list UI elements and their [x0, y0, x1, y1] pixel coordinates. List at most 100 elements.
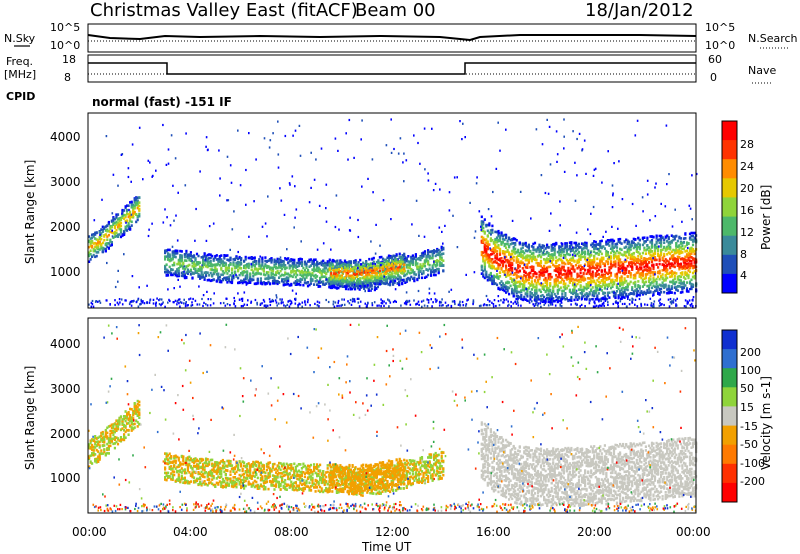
- heatmap-cell: [553, 299, 556, 303]
- heatmap-cell: [561, 250, 564, 254]
- heatmap-cell: [383, 277, 386, 280]
- heatmap-cell: [643, 277, 646, 281]
- heatmap-cell: [672, 235, 675, 238]
- heatmap-cell: [612, 295, 616, 298]
- heatmap-cell: [660, 244, 663, 247]
- heatmap-cell: [657, 252, 660, 255]
- heatmap-cell: [433, 262, 436, 266]
- heatmap-cell: [276, 282, 279, 286]
- heatmap-cell: [229, 274, 232, 277]
- heatmap-cell: [503, 289, 506, 293]
- heatmap-cell: [533, 280, 537, 283]
- heatmap-cell: [584, 297, 587, 301]
- heatmap-cell: [609, 255, 613, 258]
- heatmap-cell: [647, 288, 651, 291]
- heatmap-cell: [612, 263, 616, 267]
- freq-label-line1: Freq.: [6, 55, 33, 68]
- heatmap-cell: [673, 251, 676, 255]
- heatmap-cell: [293, 281, 296, 285]
- heatmap-cell: [483, 243, 486, 247]
- heatmap-cell: [342, 270, 345, 274]
- heatmap-cell: [378, 282, 381, 286]
- heatmap-cell: [385, 281, 389, 285]
- heatmap-cell: [240, 279, 243, 283]
- heatmap-cell: [132, 207, 135, 211]
- heatmap-cell: [498, 288, 502, 291]
- heatmap-cell: [180, 271, 183, 275]
- heatmap-cell: [547, 254, 550, 257]
- heatmap-cell: [135, 202, 138, 206]
- heatmap-cell: [365, 260, 368, 263]
- heatmap-cell: [512, 255, 515, 259]
- heatmap-cell: [669, 271, 672, 275]
- heatmap-cell: [291, 261, 294, 265]
- heatmap-cell: [536, 246, 540, 249]
- heatmap-cell: [584, 244, 587, 248]
- heatmap-cell: [130, 206, 133, 209]
- heatmap-cell: [126, 204, 129, 207]
- heatmap-cell: [386, 259, 389, 263]
- heatmap-cell: [387, 263, 391, 266]
- heatmap-cell: [320, 280, 323, 284]
- heatmap-cell: [663, 254, 666, 258]
- heatmap-cell: [398, 265, 401, 269]
- heatmap-cell: [552, 248, 555, 252]
- heatmap-cell: [564, 242, 567, 245]
- heatmap-cell: [372, 260, 375, 264]
- heatmap-cell: [590, 279, 593, 282]
- heatmap-cell: [252, 271, 255, 274]
- heatmap-cell: [643, 261, 646, 265]
- heatmap-cell: [518, 242, 521, 246]
- heatmap-cell: [570, 299, 573, 302]
- heatmap-cell: [276, 280, 279, 284]
- heatmap-cell: [556, 290, 559, 293]
- heatmap-cell: [691, 250, 695, 253]
- heatmap-cell: [573, 281, 576, 285]
- heatmap-cell: [194, 258, 197, 262]
- heatmap-cell: [413, 272, 416, 276]
- heatmap-cell: [303, 263, 306, 266]
- heatmap-cell: [599, 258, 602, 261]
- heatmap-cell: [591, 270, 594, 274]
- heatmap-cell: [244, 274, 247, 278]
- heatmap-cell: [644, 240, 647, 243]
- heatmap-cell: [597, 292, 600, 295]
- heatmap-cell: [334, 274, 337, 278]
- heatmap-cell: [635, 261, 638, 264]
- heatmap-cell: [619, 267, 622, 271]
- heatmap-cell: [485, 244, 488, 248]
- heatmap-cell: [400, 269, 403, 273]
- heatmap-cell: [186, 268, 189, 272]
- heatmap-cell: [611, 278, 614, 282]
- heatmap-cell: [436, 259, 439, 262]
- heatmap-cell: [670, 234, 673, 237]
- heatmap-cell: [177, 260, 180, 264]
- heatmap-cell: [591, 280, 594, 283]
- heatmap-cell: [558, 275, 561, 279]
- heatmap-cell: [512, 277, 515, 281]
- heatmap-cell: [316, 263, 319, 266]
- heatmap-cell: [600, 260, 603, 263]
- heatmap-cell: [647, 249, 651, 253]
- heatmap-cell: [384, 260, 388, 263]
- heatmap-cell: [675, 251, 678, 255]
- heatmap-cell: [359, 285, 362, 288]
- heatmap-cell: [546, 243, 549, 247]
- heatmap-cell: [300, 261, 303, 264]
- heatmap-cell: [556, 288, 559, 292]
- heatmap-cell: [224, 278, 227, 282]
- heatmap-cell: [209, 256, 212, 260]
- heatmap-cell: [661, 284, 664, 288]
- heatmap-cell: [223, 254, 226, 257]
- heatmap-cell: [629, 248, 632, 251]
- heatmap-cell: [422, 254, 425, 257]
- heatmap-cell: [439, 250, 442, 254]
- heatmap-cell: [564, 294, 567, 298]
- heatmap-cell: [620, 288, 623, 292]
- heatmap-cell: [568, 277, 571, 281]
- heatmap-cell: [285, 281, 288, 284]
- heatmap-cell: [100, 237, 103, 241]
- heatmap-cell: [582, 271, 585, 275]
- heatmap-cell: [171, 250, 174, 253]
- heatmap-cell: [539, 273, 543, 276]
